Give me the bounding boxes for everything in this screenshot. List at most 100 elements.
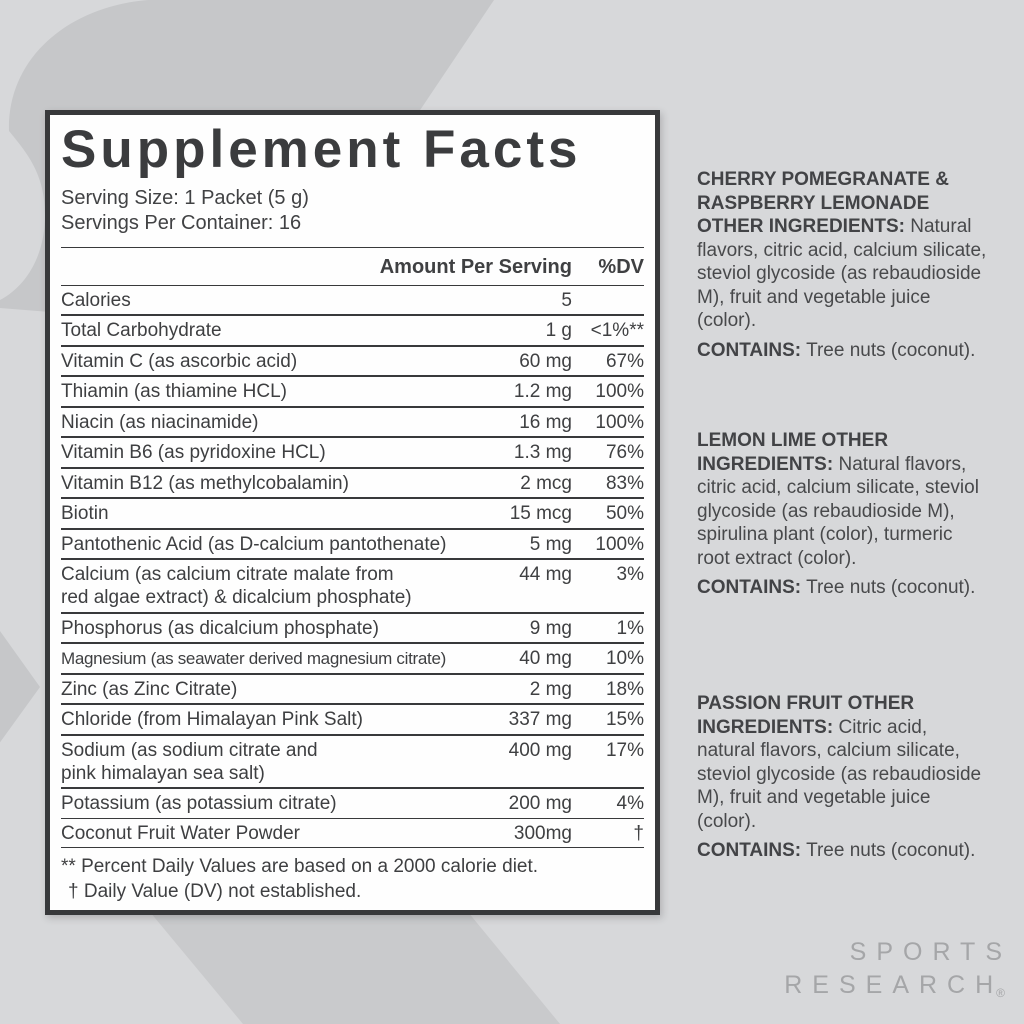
nutrient-dv: 76%	[605, 442, 644, 464]
ingredient-body: Natural flavors, citric acid, calcium si…	[697, 216, 987, 331]
nutrient-dv: †	[633, 822, 644, 844]
panel-title: Supplement Facts	[61, 120, 582, 179]
table-row: Pantothenic Acid (as D-calcium pantothen…	[61, 530, 644, 561]
table-row: Vitamin B6 (as pyridoxine HCL) 1.3 mg 76…	[61, 438, 644, 469]
nutrient-dv: 100%	[595, 381, 644, 403]
nutrient-name: Vitamin C (as ascorbic acid)	[61, 350, 298, 372]
nutrient-name: Thiamin (as thiamine HCL)	[61, 381, 287, 403]
table-row: Vitamin B12 (as methylcobalamin) 2 mcg 8…	[61, 469, 644, 500]
table-header: Amount Per Serving %DV	[61, 248, 644, 285]
nutrient-dv: 100%	[595, 411, 644, 433]
divider-medium	[61, 285, 644, 286]
servings-per-container: Servings Per Container: 16	[61, 212, 302, 235]
table-row: Total Carbohydrate 1 g <1%**	[61, 316, 644, 347]
nutrient-name: Biotin	[61, 503, 109, 525]
nutrient-dv: 67%	[605, 350, 644, 372]
nutrient-dv: 15%	[605, 709, 644, 731]
nutrient-name: Coconut Fruit Water Powder	[61, 822, 300, 844]
ingredient-heading: CHERRY POMEGRANATE & RASPBERRY LEMONADE …	[697, 169, 949, 237]
table-row: Phosphorus (as dicalcium phosphate) 9 mg…	[61, 614, 644, 645]
nutrient-dv: <1%**	[590, 320, 644, 342]
contains-body: Tree nuts (coconut).	[806, 577, 976, 598]
table-row: Chloride (from Himalayan Pink Salt) 337 …	[61, 705, 644, 736]
supplement-facts-panel: Supplement Facts Serving Size: 1 Packet …	[45, 110, 660, 915]
nutrient-amount: 16 mg	[519, 411, 572, 433]
nutrient-name: Calcium (as calcium citrate malate from r…	[61, 564, 412, 609]
nutrient-name: Vitamin B12 (as methylcobalamin)	[61, 472, 349, 494]
nutrient-amount: 1 g	[545, 320, 572, 342]
nutrient-dv: 18%	[605, 678, 644, 700]
table-row: Magnesium (as seawater derived magnesium…	[61, 644, 644, 675]
footnote-percent-dv: ** Percent Daily Values are based on a 2…	[61, 856, 539, 878]
nutrient-name: Chloride (from Himalayan Pink Salt)	[61, 709, 363, 731]
nutrient-amount: 2 mg	[529, 678, 572, 700]
nutrient-name: Calories	[61, 289, 131, 311]
ingredients-column: CHERRY POMEGRANATE & RASPBERRY LEMONADE …	[697, 0, 989, 1024]
nutrient-name: Phosphorus (as dicalcium phosphate)	[61, 617, 379, 639]
nutrient-amount: 5 mg	[529, 533, 572, 555]
ingredient-block: CHERRY POMEGRANATE & RASPBERRY LEMONADE …	[697, 168, 989, 362]
nutrient-amount: 1.3 mg	[513, 442, 572, 464]
contains-label: CONTAINS:	[697, 339, 802, 361]
brand-line-sports: SPORTS	[849, 938, 1012, 966]
brand-logo: SPORTS RESEARCH®	[784, 936, 1012, 1006]
contains-label: CONTAINS:	[697, 577, 802, 598]
brand-line-research: RESEARCH®	[784, 971, 1005, 1000]
nutrient-dv: 100%	[595, 533, 644, 555]
ingredient-heading: PASSION FRUIT OTHER INGREDIENTS:	[697, 693, 915, 738]
nutrient-dv: 4%	[616, 793, 644, 815]
divider-section-bottom	[61, 847, 644, 849]
table-row: Niacin (as niacinamide) 16 mg 100%	[61, 408, 644, 439]
ingredient-heading: LEMON LIME OTHER INGREDIENTS:	[697, 430, 889, 475]
nutrient-name: Zinc (as Zinc Citrate)	[61, 678, 238, 700]
nutrient-name: Sodium (as sodium citrate and pink himala…	[61, 739, 318, 784]
nutrient-name: Pantothenic Acid (as D-calcium pantothen…	[61, 533, 447, 555]
dv-column-header: %DV	[598, 256, 644, 279]
nutrient-amount: 200 mg	[508, 793, 572, 815]
contains-line: CONTAINS: Tree nuts (coconut).	[697, 839, 989, 863]
table-row: Zinc (as Zinc Citrate) 2 mg 18%	[61, 675, 644, 706]
nutrient-name: Magnesium (as seawater derived magnesium…	[61, 649, 446, 669]
divider-section	[61, 817, 644, 819]
nutrient-amount: 60 mg	[519, 350, 572, 372]
nutrient-amount: 2 mcg	[520, 472, 572, 494]
nutrient-dv: 3%	[616, 564, 644, 586]
footnote-dagger: † Daily Value (DV) not established.	[68, 881, 362, 903]
table-row: Calcium (as calcium citrate malate from r…	[61, 560, 644, 614]
contains-label: CONTAINS:	[697, 840, 802, 861]
nutrient-amount: 44 mg	[519, 564, 572, 586]
nutrient-amount: 400 mg	[508, 739, 572, 761]
nutrient-amount: 9 mg	[529, 617, 572, 639]
nutrient-dv: 1%	[616, 617, 644, 639]
nutrient-name: Niacin (as niacinamide)	[61, 411, 259, 433]
nutrient-name: Potassium (as potassium citrate)	[61, 793, 337, 815]
divider-thick	[61, 247, 644, 249]
contains-line: CONTAINS: Tree nuts (coconut).	[697, 576, 989, 600]
nutrient-amount: 300mg	[513, 822, 572, 844]
nutrient-dv: 83%	[605, 472, 644, 494]
contains-body: Tree nuts (coconut).	[806, 339, 976, 361]
ingredient-block: PASSION FRUIT OTHER INGREDIENTS: Citric …	[697, 692, 989, 863]
contains-body: Tree nuts (coconut).	[806, 840, 976, 861]
nutrient-name: Vitamin B6 (as pyridoxine HCL)	[61, 442, 326, 464]
nutrient-dv: 17%	[605, 739, 644, 761]
table-row: Sodium (as sodium citrate and pink himala…	[61, 736, 644, 790]
nutrient-dv: 10%	[605, 648, 644, 670]
ingredient-block: LEMON LIME OTHER INGREDIENTS: Natural fl…	[697, 429, 989, 600]
nutrient-amount: 15 mcg	[509, 503, 572, 525]
bg-bottom-band	[150, 912, 560, 1024]
nutrient-amount: 337 mg	[508, 709, 572, 731]
ingredient-body: Natural flavors, citric acid, calcium si…	[697, 453, 979, 569]
table-row: Vitamin C (as ascorbic acid) 60 mg 67%	[61, 347, 644, 378]
amount-column-header: Amount Per Serving	[379, 256, 572, 279]
table-row: Calories 5	[61, 286, 644, 317]
footnotes: ** Percent Daily Values are based on a 2…	[61, 848, 644, 904]
registered-mark: ®	[996, 986, 1005, 1000]
other-ingredient-table: Coconut Fruit Water Powder 300mg †	[61, 819, 644, 848]
contains-line: CONTAINS: Tree nuts (coconut).	[697, 339, 989, 363]
ingredient-body: Citric acid, natural flavors, calcium si…	[697, 716, 982, 832]
nutrient-amount: 1.2 mg	[513, 381, 572, 403]
nutrient-name: Total Carbohydrate	[61, 320, 222, 342]
table-row: Thiamin (as thiamine HCL) 1.2 mg 100%	[61, 377, 644, 408]
